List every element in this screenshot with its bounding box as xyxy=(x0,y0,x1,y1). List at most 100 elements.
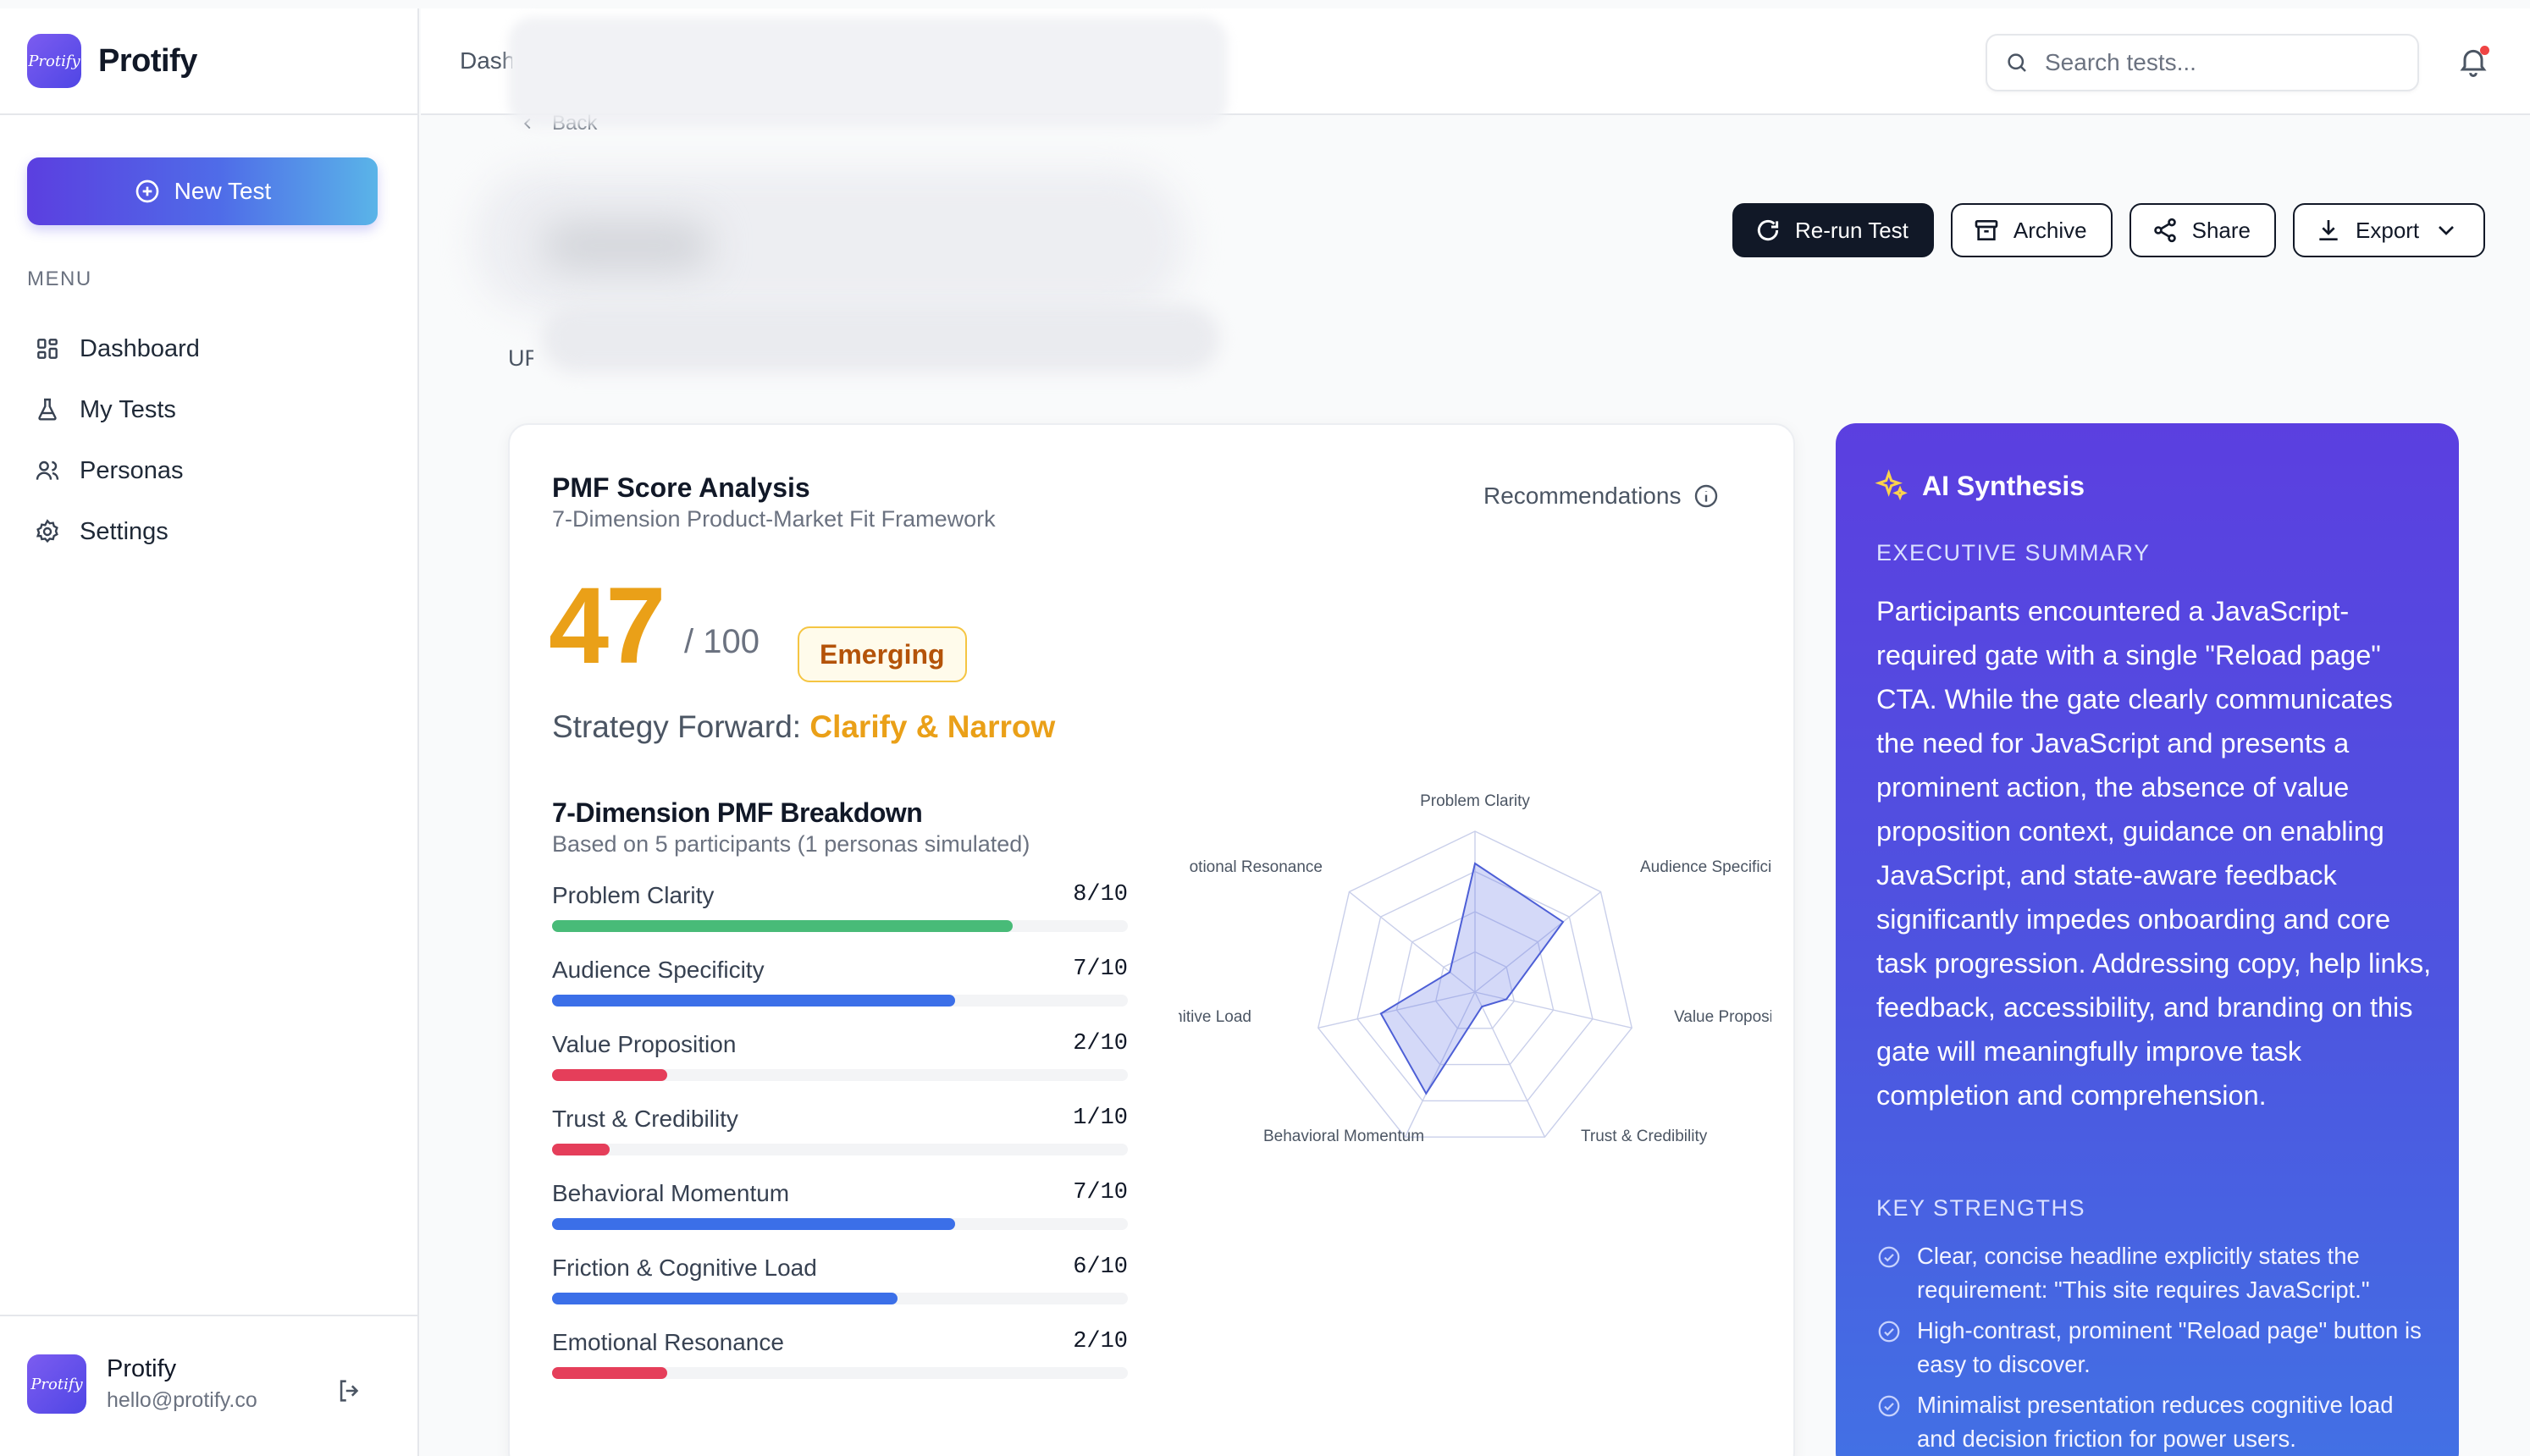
progress-fill xyxy=(552,1069,667,1081)
flask-icon xyxy=(38,398,57,421)
dimension-score: 7/10 xyxy=(1073,957,1128,982)
radar-grid-ring xyxy=(1356,870,1594,1102)
pmf-score-max: / 100 xyxy=(684,623,760,660)
radar-axis-label: Value Proposit xyxy=(1674,1008,1771,1026)
pmf-subtitle: 7-Dimension Product-Market Fit Framework xyxy=(552,506,996,532)
progress-fill xyxy=(552,920,1013,932)
dimension-label: Audience Specificity xyxy=(552,957,765,983)
pmf-card: PMF Score Analysis 7-Dimension Product-M… xyxy=(508,423,1795,1456)
user-name: Protify xyxy=(107,1355,177,1382)
progress-track xyxy=(552,1293,1128,1304)
sidebar-item-settings[interactable]: Settings xyxy=(27,501,391,562)
share-label: Share xyxy=(2191,217,2251,243)
export-button[interactable]: Export xyxy=(2293,203,2486,257)
grid-icon xyxy=(37,339,58,359)
status-badge: Emerging xyxy=(798,626,967,682)
sidebar-nav: Dashboard My Tests Personas Settings xyxy=(27,318,391,562)
brand-logo: Protify xyxy=(27,34,81,88)
archive-icon xyxy=(1975,220,1998,240)
divider xyxy=(0,113,419,115)
gear-icon xyxy=(36,519,58,543)
recommendations-link[interactable]: Recommendations xyxy=(1483,483,1720,510)
brand[interactable]: Protify Protify xyxy=(27,34,197,88)
ai-title-label: AI Synthesis xyxy=(1922,470,2085,501)
archive-button[interactable]: Archive xyxy=(1950,203,2113,257)
share-icon xyxy=(2153,218,2176,243)
list-item: Minimalist presentation reduces cognitiv… xyxy=(1876,1388,2435,1456)
new-test-label: New Test xyxy=(174,178,272,204)
progress-fill xyxy=(552,1144,610,1155)
search-box[interactable] xyxy=(1986,34,2419,91)
radar-axis xyxy=(1474,991,1632,1029)
check-circle-icon xyxy=(1878,1321,1900,1343)
avatar: Protify xyxy=(27,1354,86,1414)
dimension-row: Problem Clarity 8/10 xyxy=(552,882,1128,957)
users-icon xyxy=(36,461,59,480)
progress-track xyxy=(552,995,1128,1007)
breakdown-subtitle: Based on 5 participants (1 personas simu… xyxy=(552,831,1030,857)
search-input[interactable] xyxy=(2045,49,2384,76)
dimension-score: 8/10 xyxy=(1073,882,1128,907)
radar-grid-ring xyxy=(1317,830,1632,1138)
sidebar-item-dashboard[interactable]: Dashboard xyxy=(27,318,391,379)
download-icon xyxy=(2319,220,2338,240)
dimension-label: Friction & Cognitive Load xyxy=(552,1255,817,1281)
strategy-value: Clarify & Narrow xyxy=(809,709,1056,744)
redacted-region xyxy=(508,17,1228,127)
list-item: Clear, concise headline explicitly state… xyxy=(1876,1239,2435,1307)
progress-fill xyxy=(552,995,955,1007)
progress-track xyxy=(552,1144,1128,1155)
strength-text: High-contrast, prominent "Reload page" b… xyxy=(1917,1317,2422,1377)
logout-icon[interactable] xyxy=(335,1376,364,1405)
radar-series xyxy=(1379,862,1565,1095)
strength-text: Clear, concise headline explicitly state… xyxy=(1917,1243,2370,1303)
breadcrumb[interactable]: Dashboard xyxy=(460,47,512,74)
sidebar: Protify Protify New Test MENU Dashboard … xyxy=(0,8,419,1456)
dimension-label: Value Proposition xyxy=(552,1031,737,1057)
breakdown-title: 7-Dimension PMF Breakdown xyxy=(552,797,923,828)
refresh-icon xyxy=(1757,219,1779,241)
archive-label: Archive xyxy=(2013,217,2087,243)
radar-axis xyxy=(1474,891,1601,993)
dimension-row: Audience Specificity 7/10 xyxy=(552,957,1128,1031)
export-label: Export xyxy=(2356,217,2420,243)
info-icon xyxy=(1695,484,1718,508)
user-profile[interactable]: Protify Protify hello@protify.co xyxy=(27,1354,257,1414)
ai-title: AI Synthesis xyxy=(1875,469,2085,503)
radar-axis xyxy=(1349,891,1476,993)
sidebar-item-personas[interactable]: Personas xyxy=(27,440,391,501)
share-button[interactable]: Share xyxy=(2129,203,2277,257)
strategy-forward: Strategy Forward: Clarify & Narrow xyxy=(552,709,1055,745)
radar-axis-label: Behavioral Momentum xyxy=(1263,1128,1424,1145)
radar-axis xyxy=(1474,991,1546,1138)
radar-axis-label: Problem Clarity xyxy=(1420,792,1530,810)
progress-fill xyxy=(552,1293,898,1304)
radar-axis xyxy=(1404,991,1476,1138)
dimension-row: Behavioral Momentum 7/10 xyxy=(552,1180,1128,1255)
rerun-label: Re-run Test xyxy=(1795,217,1909,243)
strategy-label: Strategy Forward: xyxy=(552,709,802,744)
dimension-label: Trust & Credibility xyxy=(552,1106,738,1132)
new-test-button[interactable]: New Test xyxy=(27,157,378,225)
progress-track xyxy=(552,1218,1128,1230)
search-icon xyxy=(2008,53,2026,72)
radar-axis-label: Cognitive Load xyxy=(1179,1008,1251,1026)
radar-axis xyxy=(1317,991,1476,1029)
sidebar-item-label: Personas xyxy=(80,456,184,484)
sidebar-item-my-tests[interactable]: My Tests xyxy=(27,379,391,440)
plus-circle-icon xyxy=(135,179,159,203)
dimension-row: Friction & Cognitive Load 6/10 xyxy=(552,1255,1128,1329)
dimension-score: 6/10 xyxy=(1073,1255,1128,1280)
sparkles-icon xyxy=(1875,469,1908,501)
menu-label: MENU xyxy=(27,267,92,290)
notification-dot xyxy=(2480,46,2489,55)
dimension-row: Value Proposition 2/10 xyxy=(552,1031,1128,1106)
app-frame: Protify Protify New Test MENU Dashboard … xyxy=(0,8,2530,1456)
progress-fill xyxy=(552,1218,955,1230)
bell-icon[interactable] xyxy=(2456,44,2490,78)
dimension-score: 1/10 xyxy=(1073,1106,1128,1131)
strength-text: Minimalist presentation reduces cognitiv… xyxy=(1917,1392,2394,1452)
dimension-label: Behavioral Momentum xyxy=(552,1180,790,1206)
rerun-test-button[interactable]: Re-run Test xyxy=(1732,203,1934,257)
ai-synthesis-card: AI Synthesis EXECUTIVE SUMMARY Participa… xyxy=(1836,423,2459,1456)
